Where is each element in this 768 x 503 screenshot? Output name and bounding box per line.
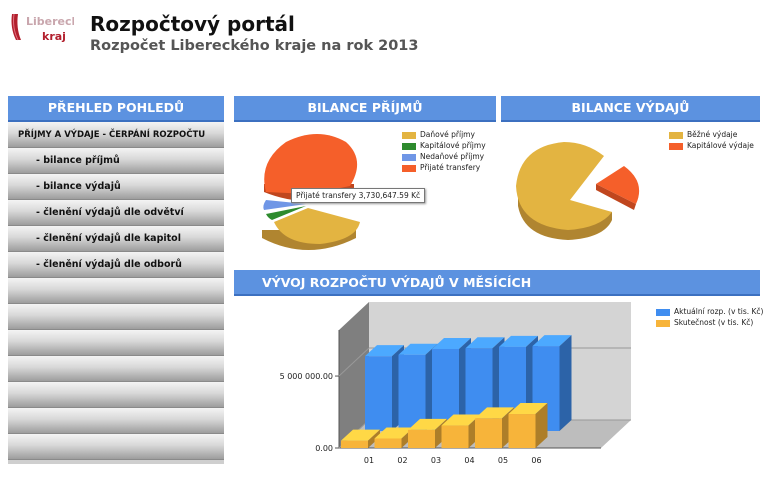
- legend-swatch: [402, 164, 416, 172]
- sidebar-item-expenses-by-chapter[interactable]: - členění výdajů dle kapitol: [8, 226, 224, 252]
- sidebar-empty-row: [8, 408, 224, 434]
- bar-top: [365, 345, 404, 357]
- income-pie-slice-tax[interactable]: [274, 208, 360, 244]
- sidebar-item-expenses-by-sector[interactable]: - členění výdajů dle odvětví: [8, 200, 224, 226]
- sidebar-empty-row: [8, 382, 224, 408]
- legend-swatch: [402, 153, 416, 161]
- bar-side: [535, 403, 548, 448]
- bar-top: [341, 429, 380, 441]
- legend-swatch: [402, 142, 416, 150]
- expense-balance-heading: BILANCE VÝDAJŮ: [501, 96, 760, 122]
- income-balance-heading: BILANCE PŘÍJMŮ: [234, 96, 496, 122]
- bar-top: [508, 403, 548, 415]
- svg-text:Liberecký: Liberecký: [26, 15, 74, 28]
- legend-item: Přijaté transfery: [402, 162, 486, 173]
- bar-budget-02: [398, 343, 438, 431]
- income-legend: Daňové příjmy Kapitálové příjmy Nedaňové…: [402, 129, 486, 173]
- page-subtitle: Rozpočet Libereckého kraje na rok 2013: [90, 38, 419, 54]
- expense-legend: Běžné výdaje Kapitálové výdaje: [669, 129, 754, 151]
- bar-top: [374, 427, 414, 439]
- sidebar-empty-row: [8, 330, 224, 356]
- income-pie-slice-transfers[interactable]: [264, 134, 358, 194]
- x-tick-label: 04: [464, 456, 474, 465]
- legend-swatch: [402, 131, 416, 139]
- bar-actual-06: [508, 403, 548, 448]
- sidebar-empty-row: [8, 304, 224, 330]
- bar-front: [374, 438, 402, 448]
- expense-pie-chart: [516, 142, 640, 240]
- bar-actual-01: [341, 429, 380, 448]
- bar-side: [368, 429, 380, 448]
- bar-side: [559, 335, 572, 431]
- page-title: Rozpočtový portál: [90, 12, 295, 36]
- bar-actual-05: [475, 407, 514, 448]
- bar-front: [365, 356, 392, 431]
- bar-front: [398, 354, 426, 431]
- chart-axis-labels: 5 000 000.00 0.00 01 02 03 04 05 06: [280, 372, 542, 465]
- bar-top: [475, 407, 514, 419]
- bar-front: [475, 418, 502, 448]
- monthly-expense-bar-chart: 5 000 000.00 0.00 01 02 03 04 05 06: [280, 302, 631, 465]
- bar-top: [465, 337, 505, 349]
- x-tick-label: 02: [397, 456, 407, 465]
- legend-item: Kapitálové výdaje: [669, 140, 754, 151]
- sidebar-item-expense-balance[interactable]: - bilance výdajů: [8, 174, 224, 200]
- y-tick-label: 0.00: [315, 444, 333, 453]
- expense-pie-side-capital: [596, 184, 636, 210]
- sidebar: PŘEHLED POHLEDŮ PŘÍJMY A VÝDAJE - ČERPÁN…: [8, 96, 224, 464]
- bar-top: [499, 335, 538, 347]
- x-tick-label: 03: [431, 456, 441, 465]
- legend-swatch: [656, 319, 670, 327]
- legend-item: Nedaňové příjmy: [402, 151, 486, 162]
- sidebar-item-income-balance[interactable]: - bilance příjmů: [8, 148, 224, 174]
- liberecky-kraj-logo: Liberecký kraj: [11, 13, 74, 43]
- expense-pie-slice-capital[interactable]: [596, 166, 640, 204]
- monthly-development-heading: VÝVOJ ROZPOČTU VÝDAJŮ V MĚSÍCÍCH: [234, 270, 760, 296]
- legend-swatch: [669, 142, 683, 150]
- income-pie-slice-capital[interactable]: [266, 206, 306, 220]
- sidebar-empty-row: [8, 434, 224, 460]
- bar-front: [408, 429, 435, 448]
- x-tick-label: 06: [531, 456, 541, 465]
- sidebar-section-incomes-expenses[interactable]: PŘÍJMY A VÝDAJE - ČERPÁNÍ ROZPOČTU: [8, 122, 224, 148]
- chart-left-wall: [339, 302, 369, 448]
- x-tick-label: 01: [364, 456, 374, 465]
- legend-item: Kapitálové příjmy: [402, 140, 486, 151]
- bar-front: [508, 414, 536, 448]
- legend-swatch: [669, 131, 683, 139]
- sidebar-heading: PŘEHLED POHLEDŮ: [8, 96, 224, 122]
- legend-item: Daňové příjmy: [402, 129, 486, 140]
- x-tick-label: 05: [498, 456, 508, 465]
- bar-top: [532, 335, 572, 347]
- gridline: [338, 347, 370, 377]
- legend-item: Skutečnost (v tis. Kč): [656, 317, 763, 328]
- income-pie-chart: [262, 134, 360, 250]
- legend-item: Běžné výdaje: [669, 129, 754, 140]
- bar-front: [441, 425, 469, 448]
- chart-bars: [341, 335, 572, 448]
- legend-swatch: [656, 308, 670, 316]
- bar-top: [432, 337, 471, 349]
- bar-front: [341, 440, 368, 448]
- income-pie-slice-non-tax[interactable]: [263, 200, 306, 210]
- chart-tooltip: Přijaté transfery 3,730,647.59 Kč: [291, 188, 426, 203]
- sidebar-empty-row: [8, 278, 224, 304]
- sidebar-empty-row: [8, 356, 224, 382]
- bar-top: [398, 343, 438, 355]
- bar-top: [408, 418, 447, 430]
- svg-text:kraj: kraj: [42, 30, 66, 43]
- bar-top: [441, 414, 481, 426]
- bar-budget-01: [365, 345, 404, 431]
- sidebar-item-expenses-by-department[interactable]: - členění výdajů dle odborů: [8, 252, 224, 278]
- expense-pie-slice-current[interactable]: [516, 142, 612, 230]
- legend-item: Aktuální rozp. (v tis. Kč): [656, 306, 763, 317]
- bar-chart-legend: Aktuální rozp. (v tis. Kč) Skutečnost (v…: [656, 306, 763, 328]
- y-tick-label: 5 000 000.00: [280, 372, 333, 381]
